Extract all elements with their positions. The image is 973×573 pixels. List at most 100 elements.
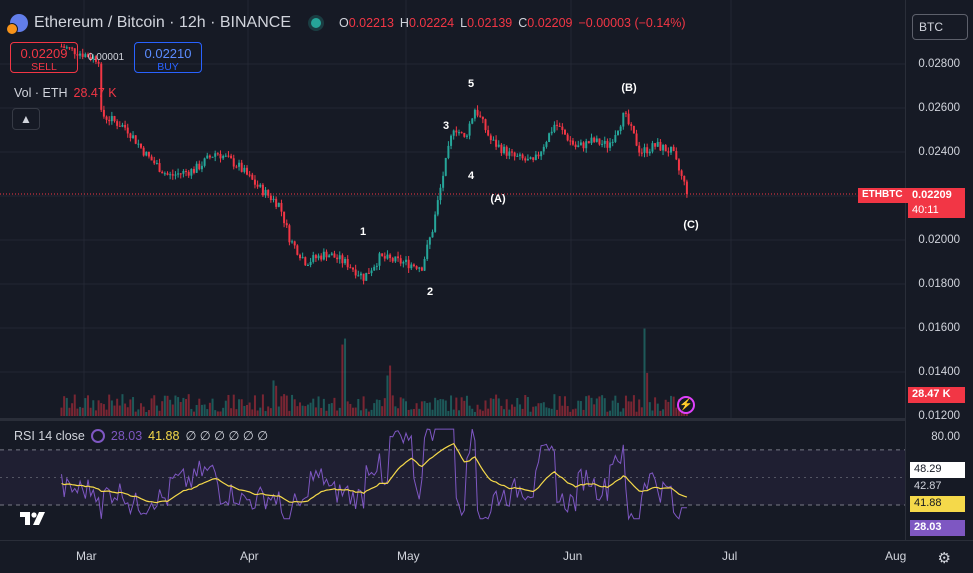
candle-body: [473, 109, 476, 119]
candle-body: [513, 152, 516, 157]
price-axis[interactable]: 0.02800 0.02600 0.02400 0.02000 0.01800 …: [905, 0, 973, 540]
price-tick: 0.02400: [918, 146, 960, 158]
volume-bar: [569, 411, 572, 416]
candle-body: [314, 255, 317, 259]
rsi-indicator-icon[interactable]: [90, 428, 105, 443]
volume-bar: [672, 396, 675, 416]
volume-bar: [190, 408, 193, 416]
volume-bar: [439, 399, 442, 416]
candle-body: [532, 157, 535, 160]
lightning-alert-icon[interactable]: ⚡: [677, 396, 695, 414]
volume-bar: [338, 407, 341, 416]
volume-bar: [166, 395, 169, 416]
candle-body: [646, 147, 649, 154]
volume-bar: [479, 409, 482, 416]
candle-body: [344, 258, 347, 264]
sell-button[interactable]: 0.02209 SELL: [10, 42, 78, 73]
candle-body: [378, 253, 381, 266]
candle-body: [322, 251, 325, 260]
volume-tag: 28.47 K: [908, 387, 965, 403]
candle-body: [585, 141, 588, 149]
candle-body: [574, 144, 577, 147]
rsi-chart-svg[interactable]: [0, 421, 905, 540]
candle-body: [428, 237, 431, 245]
candle-body: [550, 131, 553, 134]
volume-legend[interactable]: Vol · ETH 28.47 K: [14, 86, 117, 100]
rsi-pane[interactable]: [0, 421, 905, 540]
candle-body: [336, 257, 339, 260]
candle-body: [163, 173, 166, 175]
volume-bar: [267, 406, 270, 416]
volume-bar: [542, 402, 545, 416]
volume-bar: [283, 394, 286, 416]
price-tick: 0.01400: [918, 366, 960, 378]
candle-body: [367, 272, 370, 274]
candle-body: [116, 121, 119, 126]
volume-bar: [352, 407, 354, 416]
candle-body: [391, 258, 394, 262]
rsi-legend[interactable]: RSI 14 close 28.03 41.88 ∅ ∅ ∅ ∅ ∅ ∅: [14, 428, 269, 443]
pane-separator[interactable]: [0, 418, 905, 421]
candle-body: [614, 134, 617, 142]
volume-bar: [654, 397, 657, 416]
volume-bar: [558, 396, 561, 416]
symbol-legend[interactable]: Ethereum / Bitcoin · 12h · BINANCE O0.02…: [6, 14, 686, 35]
settings-gear-icon[interactable]: ⚙: [937, 550, 951, 567]
volume-bar: [333, 397, 336, 416]
tradingview-logo-icon[interactable]: [18, 508, 50, 528]
price-chart-svg[interactable]: [0, 0, 905, 418]
volume-bar: [595, 398, 598, 416]
candle-body: [65, 47, 68, 49]
volume-bar: [526, 397, 529, 416]
volume-bar: [402, 398, 405, 416]
symbol-title[interactable]: Ethereum / Bitcoin · 12h · BINANCE: [34, 14, 291, 31]
volume-bar: [264, 411, 267, 416]
candle-body: [211, 156, 214, 158]
volume-bar: [309, 402, 312, 416]
volume-bar: [150, 398, 153, 416]
candle-body: [606, 140, 609, 148]
volume-bar: [238, 399, 241, 416]
collapse-legend-chevron-up-icon[interactable]: ▲: [12, 108, 40, 130]
volume-bar: [206, 409, 209, 416]
candle-body: [635, 133, 638, 146]
candle-body: [439, 187, 442, 201]
volume-bar: [505, 399, 508, 416]
candle-body: [521, 154, 524, 159]
candle-body: [216, 153, 219, 155]
volume-bar: [444, 400, 447, 416]
volume-bar: [450, 395, 453, 416]
candle-body: [79, 53, 82, 56]
candle-body: [598, 138, 601, 145]
candle-body: [556, 124, 559, 126]
time-tick: Jul: [722, 549, 738, 563]
volume-bar: [412, 409, 415, 416]
candle-body: [185, 171, 188, 173]
volume-bar: [216, 411, 219, 416]
volume-bar: [603, 398, 606, 416]
volume-bar: [484, 400, 487, 416]
volume-bar: [407, 409, 410, 416]
candle-body: [60, 46, 63, 48]
time-axis[interactable]: Mar Apr May Jun Jul Aug ⚙: [0, 540, 973, 573]
currency-selector[interactable]: BTC: [912, 14, 968, 40]
price-tick: 0.02800: [918, 58, 960, 70]
candle-body: [590, 137, 593, 144]
candle-body: [161, 171, 164, 174]
candle-body: [601, 143, 604, 145]
volume-bar: [256, 410, 259, 416]
volume-bar: [489, 398, 492, 416]
price-tick: 0.01600: [918, 322, 960, 334]
candle-body: [222, 155, 225, 159]
price-chart-pane[interactable]: [0, 0, 905, 418]
candle-body: [357, 275, 360, 277]
volume-bar: [259, 407, 262, 416]
volume-bar: [169, 399, 172, 416]
volume-bar: [455, 397, 458, 416]
buy-button[interactable]: 0.02210 BUY: [134, 42, 202, 73]
candle-body: [291, 241, 294, 243]
candle-body: [489, 135, 492, 141]
candle-body: [190, 168, 193, 176]
last-price-tag: 0.02209: [908, 188, 965, 203]
candle-body: [121, 124, 124, 127]
